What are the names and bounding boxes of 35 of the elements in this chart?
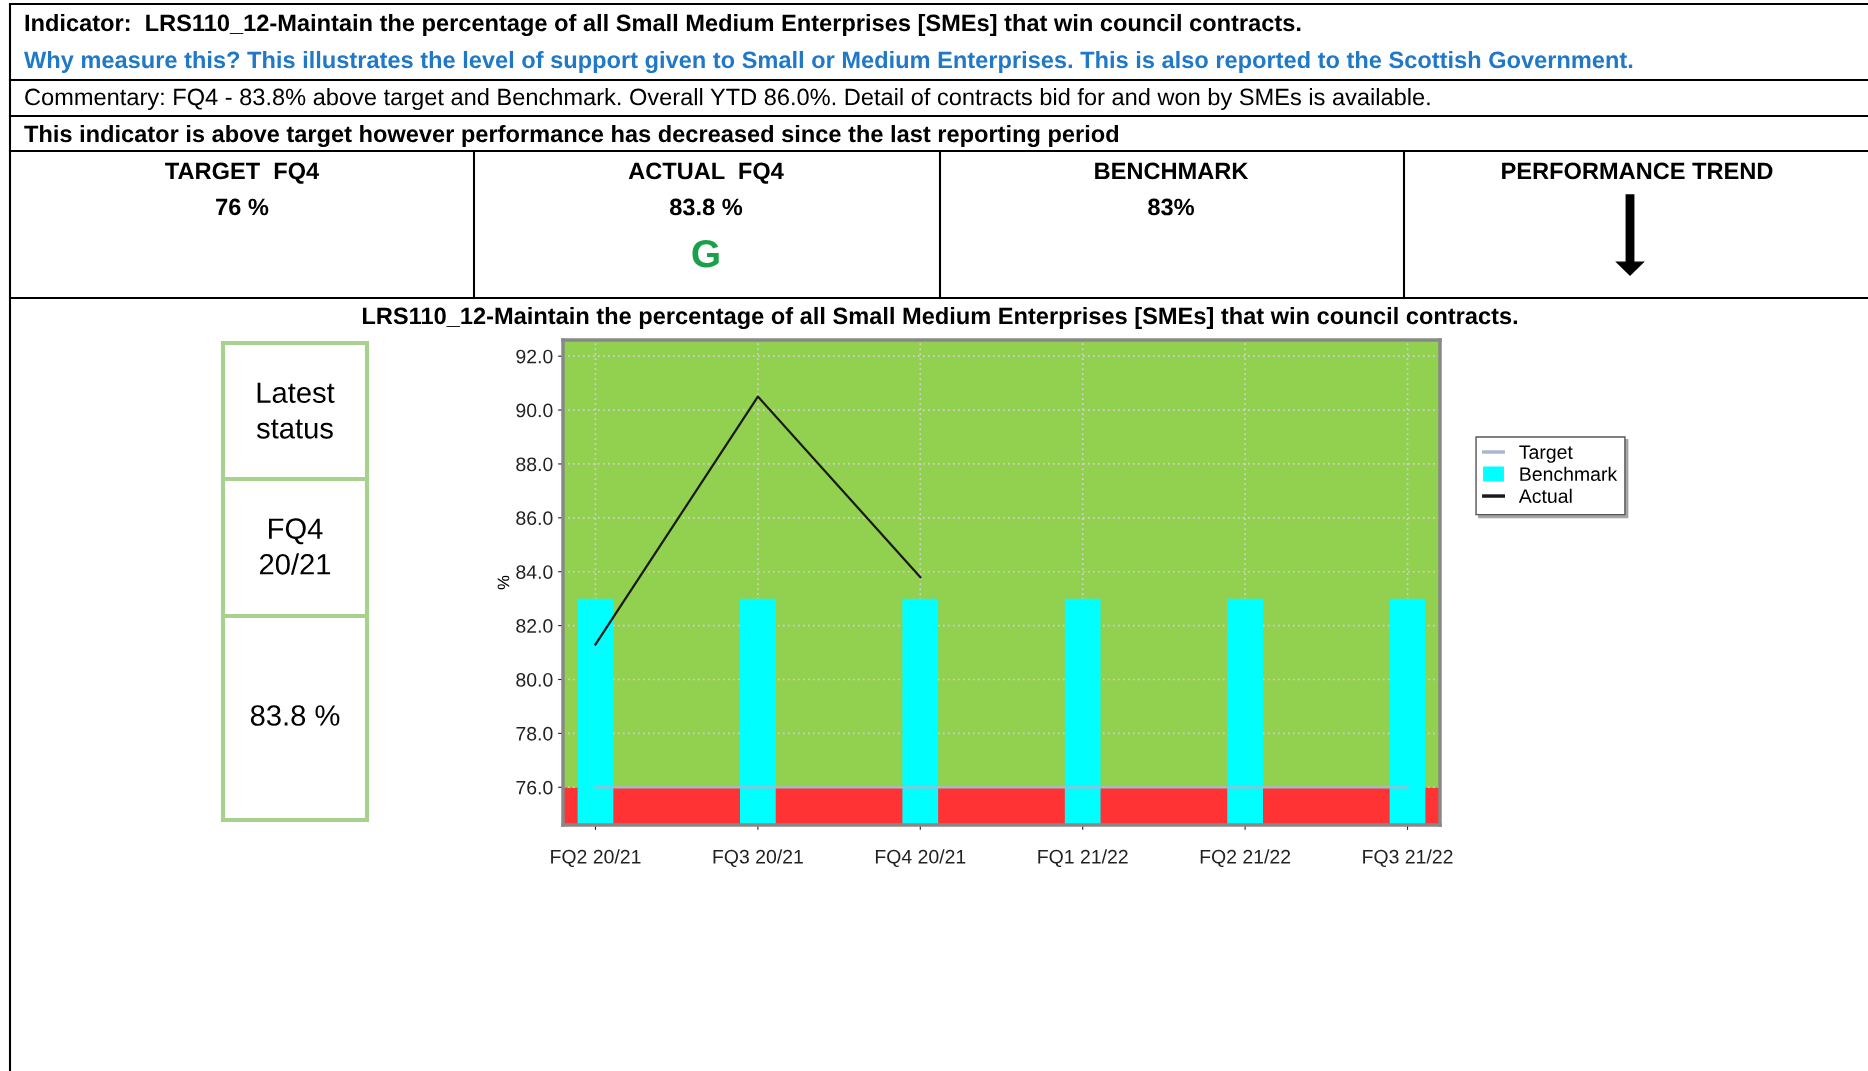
text: Commentary: FQ4 - 83.8% above target and Benchmark. Overall YTD 86.0%. Detail of contracts bid for and won by SMEs is available. xyxy=(25,88,1430,110)
text: 83% xyxy=(1148,198,1195,216)
text: 83.8 % xyxy=(670,198,743,216)
x-tick-label: FQ2 20/21 xyxy=(551,849,641,868)
y-tick-label: 88.0 xyxy=(516,457,553,472)
text: G xyxy=(692,239,719,268)
y-tick-label: 92.0 xyxy=(516,349,553,364)
y-tick-label: 78.0 xyxy=(516,726,553,741)
legend-label: Actual xyxy=(1518,488,1572,504)
y-tick-label: 84.0 xyxy=(516,565,553,579)
y-tick-label: 82.0 xyxy=(516,619,553,633)
x-tick-label: FQ1 21/22 xyxy=(1038,849,1128,868)
text: 76 % xyxy=(216,198,269,216)
legend-label: Benchmark xyxy=(1520,466,1618,482)
x-tick-label: FQ4 20/21 xyxy=(875,849,966,868)
text: BENCHMARK xyxy=(1095,162,1249,180)
y-tick-label: 90.0 xyxy=(516,403,553,418)
y-tick-label: 86.0 xyxy=(516,511,553,526)
chart-title: LRS110_12-Maintain the percentage of all Small Medium Enterprises [SMEs] that win council contracts. xyxy=(363,306,1518,330)
x-tick-label: FQ3 20/21 xyxy=(713,849,803,868)
y-axis-title: % xyxy=(497,575,510,590)
y-tick-label: 80.0 xyxy=(516,672,553,687)
legend-label: Target xyxy=(1519,445,1573,463)
text: Indicator: LRS110_12-Maintain the percentage of all Small Medium Enterprises [SMEs] that win council contracts. xyxy=(25,13,1301,37)
text: Latest status xyxy=(256,382,335,439)
text: FQ4 20/21 xyxy=(259,518,331,575)
text: 83.8 % xyxy=(250,705,340,726)
text: This indicator is above target however performance has decreased since the last reporting period xyxy=(24,124,1119,148)
x-tick-label: FQ3 21/22 xyxy=(1363,849,1453,868)
text: PERFORMANCE TREND xyxy=(1502,162,1773,180)
text: Why measure this? This illustrates the level of support given to Small or Medium Enterprises. This is also reported to the Scottish Government. xyxy=(24,50,1633,74)
x-tick-label: FQ2 21/22 xyxy=(1200,849,1291,868)
y-tick-label: 76.0 xyxy=(516,780,553,795)
text: ACTUAL FQ4 xyxy=(628,162,784,184)
text: TARGET FQ4 xyxy=(165,162,320,184)
